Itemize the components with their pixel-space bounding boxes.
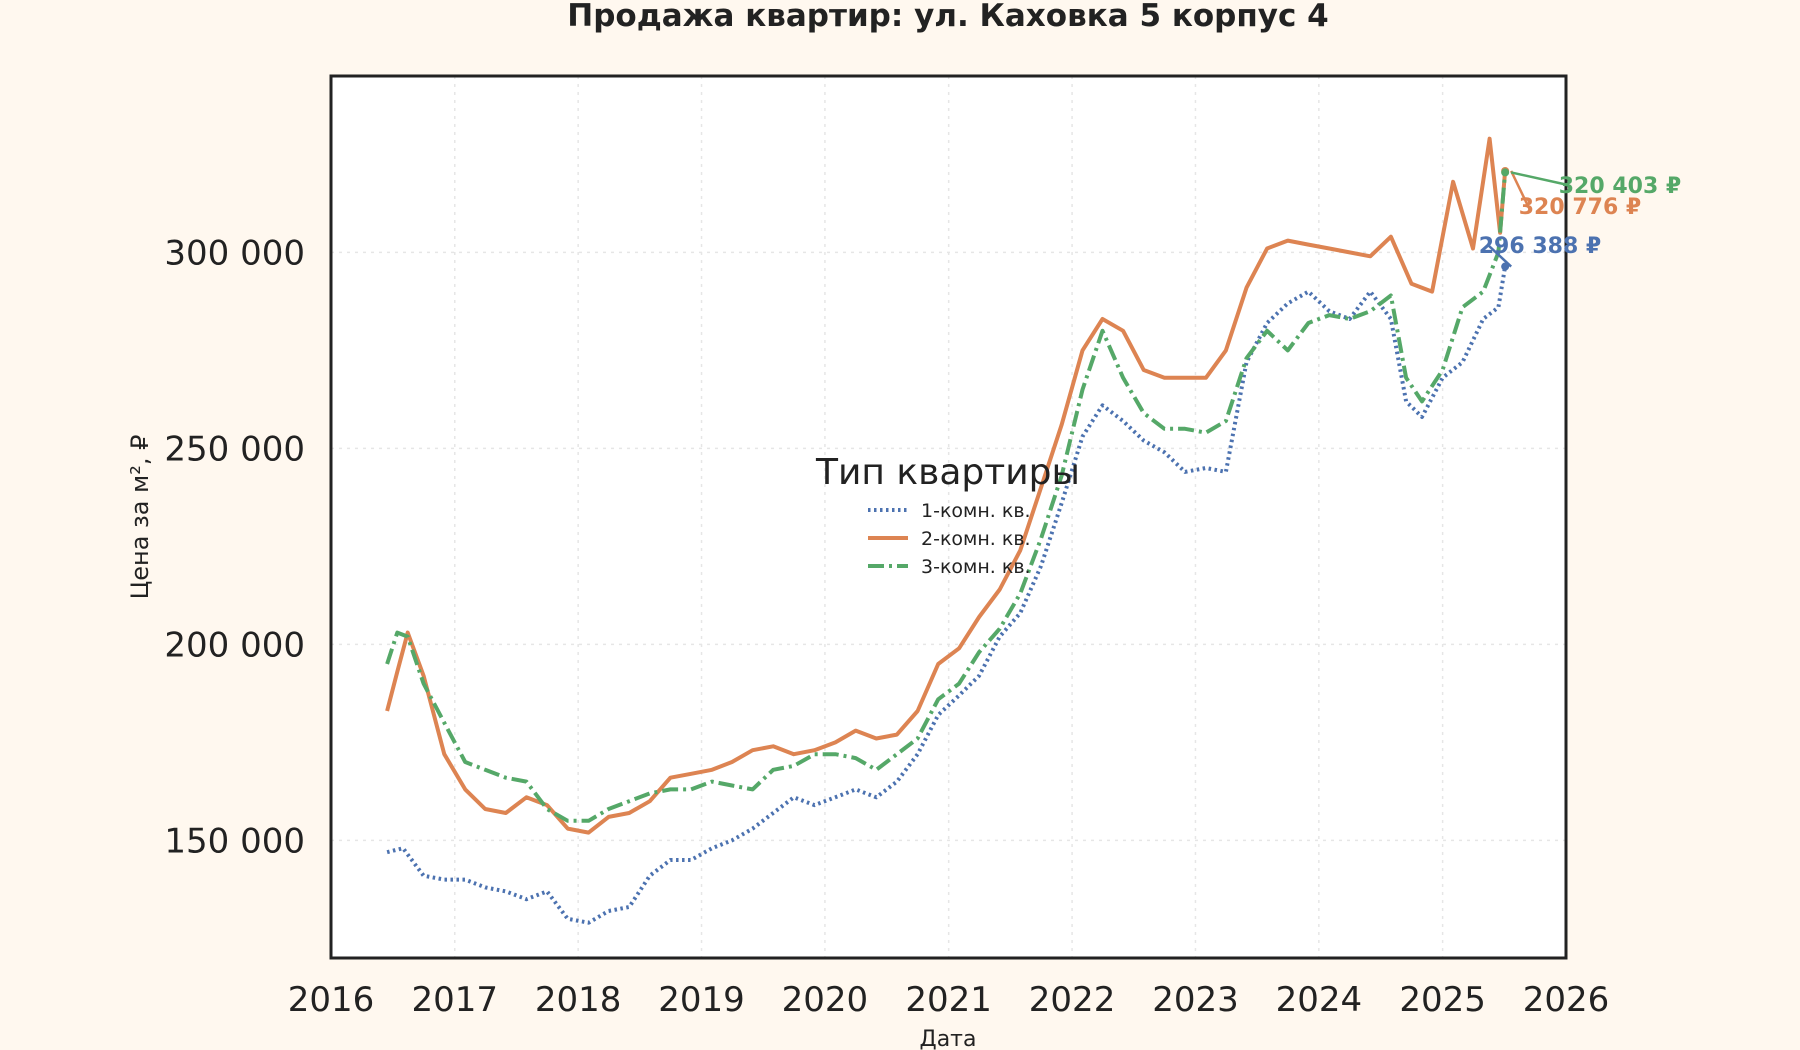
x-tick-label: 2024 — [1276, 980, 1363, 1020]
y-axis-label: Цена за м², ₽ — [126, 435, 154, 600]
legend-entry-2: 2-комн. кв. — [921, 528, 1031, 550]
x-tick-label: 2022 — [1029, 980, 1116, 1020]
end-label-arrow-3 — [1510, 171, 1569, 187]
x-axis-label: Дата — [920, 1027, 977, 1050]
x-tick-label: 2020 — [782, 980, 869, 1020]
y-tick-label: 200 000 — [164, 625, 305, 665]
series-end-point-3 — [1501, 168, 1510, 177]
series-line-3 — [385, 172, 1508, 823]
x-tick-label: 2019 — [658, 980, 745, 1020]
x-tick-label: 2025 — [1399, 980, 1486, 1020]
x-tick-label: 2017 — [411, 980, 498, 1020]
end-label-1: 296 388 ₽ — [1479, 234, 1601, 259]
legend-title: Тип квартиры — [815, 452, 1080, 493]
y-tick-label: 250 000 — [164, 429, 305, 469]
end-labels: 296 388 ₽ 320 776 ₽320 403 ₽ — [1479, 170, 1681, 268]
x-tick-label: 2016 — [288, 980, 375, 1020]
y-tick-label: 150 000 — [164, 821, 305, 861]
series-end-point-1 — [1501, 262, 1510, 271]
legend: Тип квартиры 1-комн. кв. 2-комн. кв. 3-ком… — [815, 452, 1080, 578]
x-tick-label: 2026 — [1523, 980, 1610, 1020]
x-tick-label: 2021 — [905, 980, 992, 1020]
end-label-arrow-1 — [1487, 244, 1512, 268]
end-label-2: 320 776 ₽ — [1519, 195, 1641, 220]
end-label-arrow-2 — [1510, 170, 1530, 207]
x-tick-label: 2018 — [535, 980, 622, 1020]
y-axis: 150 000 200 000 250 000 300 000 — [164, 233, 305, 861]
x-axis: 2016 2017 2018 2019 2020 2021 2022 2023 2024 2025… — [288, 980, 1610, 1020]
plot-frame — [329, 74, 1568, 960]
legend-entry-1: 1-комн. кв. — [921, 500, 1031, 522]
x-tick-label: 2023 — [1152, 980, 1239, 1020]
end-label-3: 320 403 ₽ — [1559, 174, 1681, 199]
y-tick-label: 300 000 — [164, 233, 305, 273]
series-layer — [385, 136, 1510, 925]
legend-entry-3: 3-комн. кв. — [921, 556, 1031, 578]
chart-title: Продажа квартир: ул. Каховка 5 корпус 4 — [567, 0, 1328, 34]
